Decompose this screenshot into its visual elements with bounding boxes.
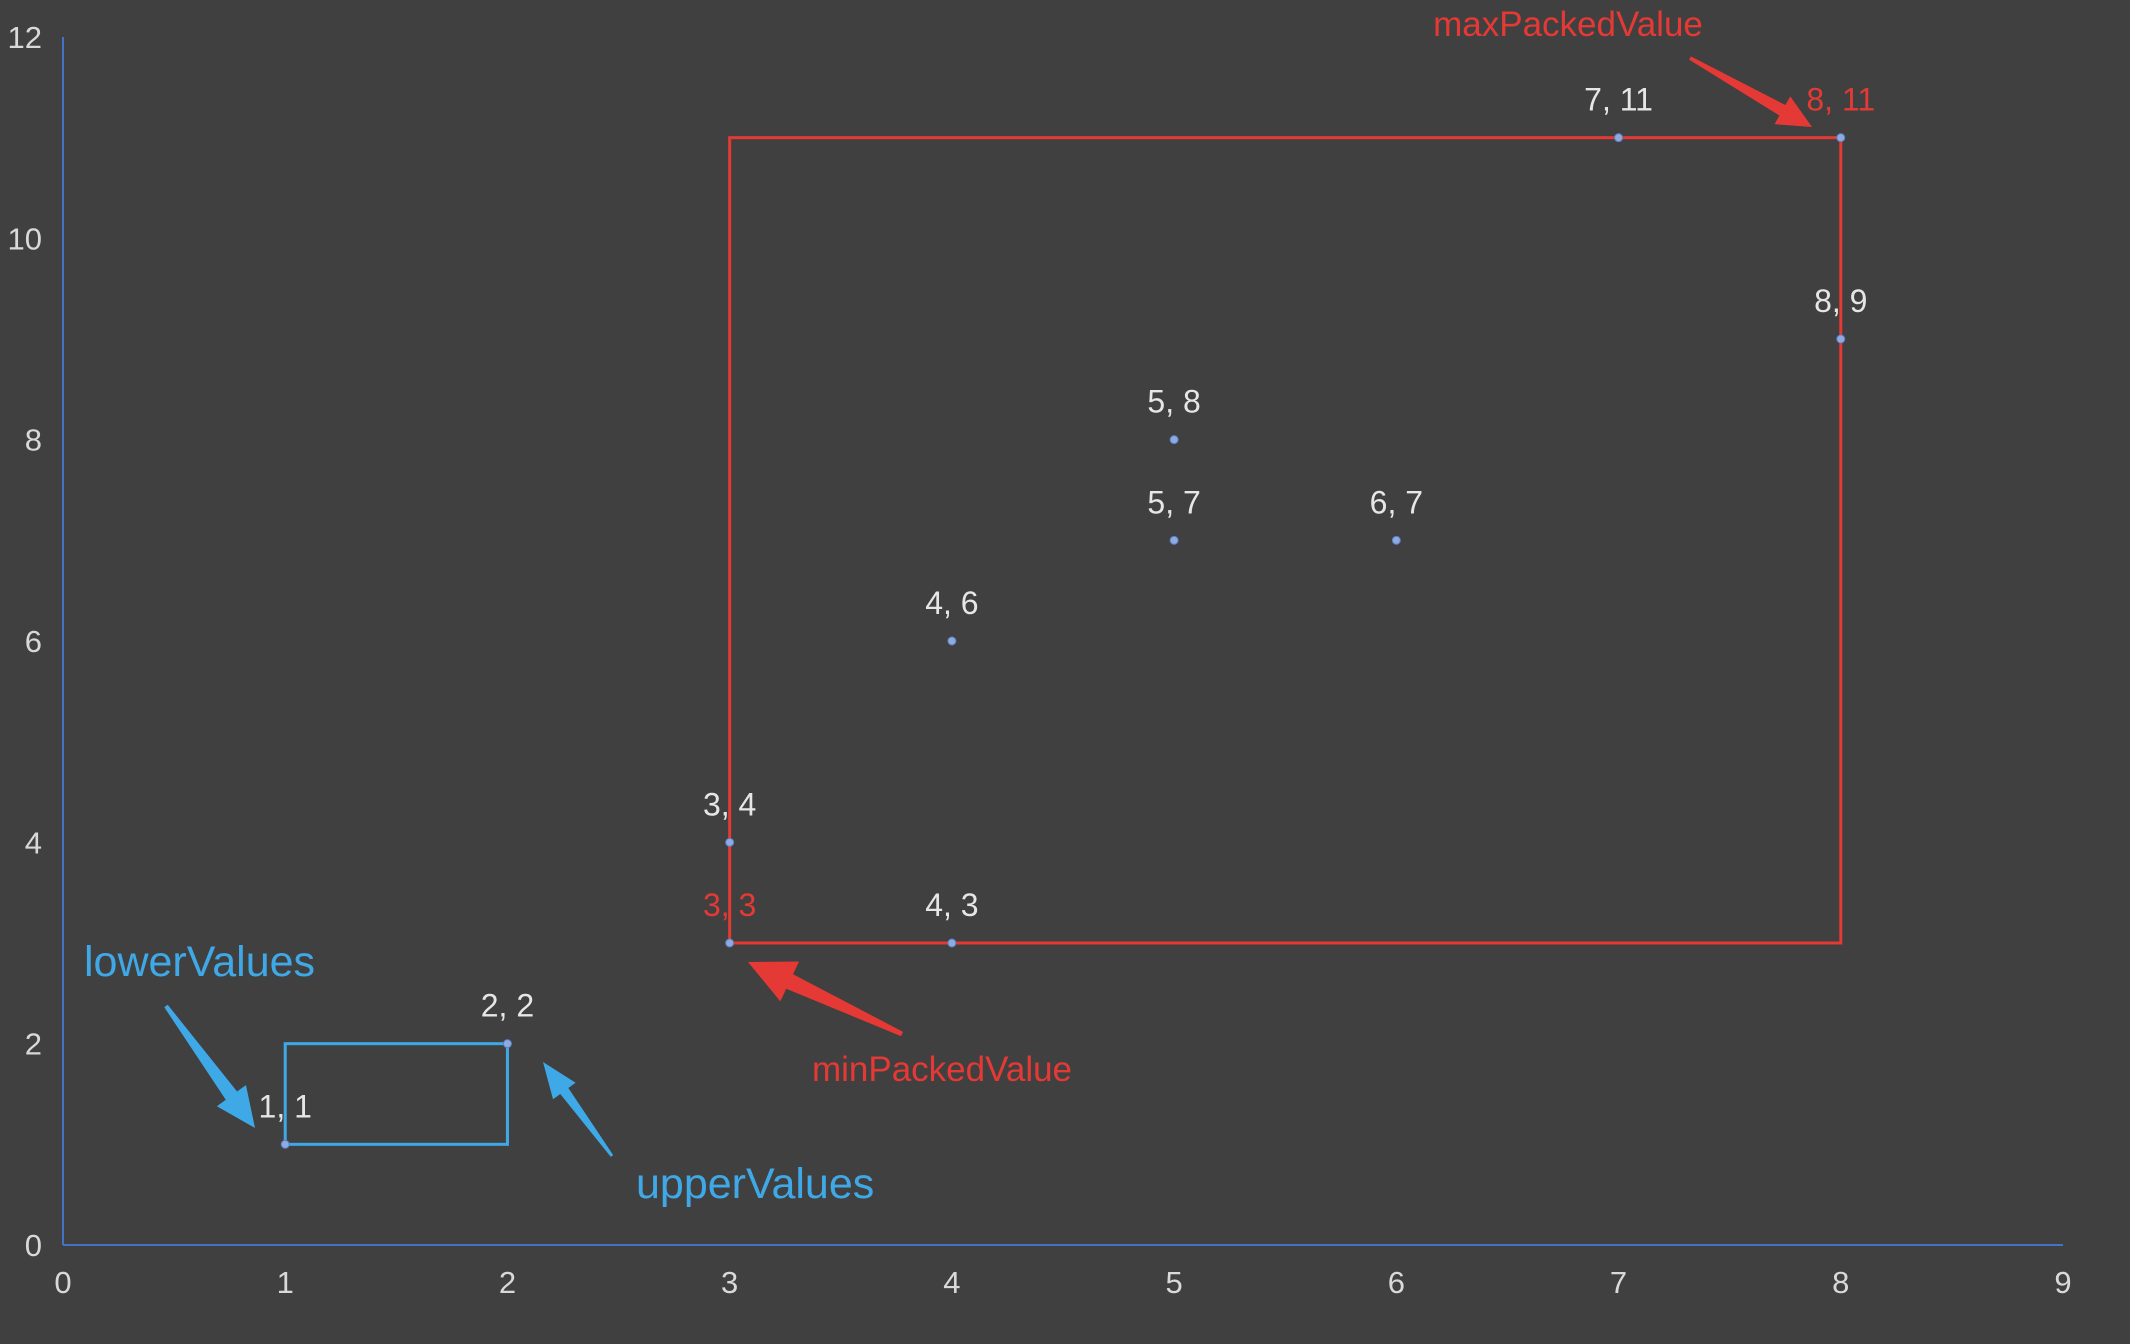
arrow-uppervalues xyxy=(543,1062,614,1157)
y-tick-label: 0 xyxy=(25,1228,42,1263)
point-label: 6, 7 xyxy=(1370,484,1423,520)
data-point xyxy=(1836,133,1846,143)
y-tick-label: 10 xyxy=(8,221,42,256)
data-point xyxy=(947,636,957,646)
point-label: 8, 11 xyxy=(1806,82,1875,118)
annotation-uppervalues: upperValues xyxy=(636,1160,874,1208)
x-tick-label: 0 xyxy=(54,1265,71,1300)
point-label: 2, 2 xyxy=(481,988,534,1024)
data-point xyxy=(725,938,735,948)
annotations: maxPackedValue minPackedValue lowerValue… xyxy=(84,5,1812,1208)
point-labels: 1, 1 2, 2 3, 3 3, 4 4, 3 4, 6 5, 7 5, 8 6, 7 7, 1… xyxy=(259,82,1876,1125)
x-tick-label: 3 xyxy=(721,1265,738,1300)
data-points xyxy=(280,133,1846,1149)
y-tick-label: 2 xyxy=(25,1027,42,1062)
y-tick-labels: 0 2 4 6 8 10 12 xyxy=(8,20,42,1263)
data-point xyxy=(1836,334,1846,344)
data-point xyxy=(1169,435,1179,445)
data-point xyxy=(280,1139,290,1149)
arrow-minpackedvalue xyxy=(748,961,904,1037)
y-tick-label: 6 xyxy=(25,624,42,659)
data-point xyxy=(947,938,957,948)
x-tick-label: 1 xyxy=(277,1265,294,1300)
data-point xyxy=(1169,535,1179,545)
y-tick-label: 12 xyxy=(8,20,42,55)
annotation-maxpackedvalue: maxPackedValue xyxy=(1433,5,1703,44)
x-tick-label: 6 xyxy=(1388,1265,1405,1300)
x-tick-label: 5 xyxy=(1165,1265,1182,1300)
data-point xyxy=(725,837,735,847)
y-tick-label: 4 xyxy=(25,825,42,860)
axes xyxy=(62,37,2063,1246)
packed-box-rect xyxy=(728,136,1843,945)
data-point xyxy=(502,1039,512,1049)
x-tick-label: 4 xyxy=(943,1265,960,1300)
point-label: 8, 9 xyxy=(1814,283,1867,319)
x-tick-label: 8 xyxy=(1832,1265,1849,1300)
arrow-lowervalues xyxy=(164,1004,255,1128)
point-label: 3, 3 xyxy=(703,887,756,923)
point-label: 4, 6 xyxy=(925,585,978,621)
bounding-boxes xyxy=(283,136,1843,1146)
data-point xyxy=(1391,535,1401,545)
point-label: 3, 4 xyxy=(703,786,756,822)
query-box-rect xyxy=(283,1042,509,1146)
point-label: 5, 7 xyxy=(1147,484,1200,520)
annotation-minpackedvalue: minPackedValue xyxy=(812,1050,1072,1089)
arrow-maxpackedvalue xyxy=(1689,56,1812,127)
y-tick-label: 8 xyxy=(25,423,42,458)
x-tick-labels: 0 1 2 3 4 5 6 7 8 9 xyxy=(54,1265,2071,1300)
x-tick-label: 7 xyxy=(1610,1265,1627,1300)
data-point xyxy=(1614,133,1624,143)
x-tick-label: 9 xyxy=(2054,1265,2071,1300)
point-label: 1, 1 xyxy=(259,1088,312,1124)
point-label: 4, 3 xyxy=(925,887,978,923)
x-tick-label: 2 xyxy=(499,1265,516,1300)
point-label: 5, 8 xyxy=(1147,384,1200,420)
point-label: 7, 11 xyxy=(1584,82,1653,118)
annotation-lowervalues: lowerValues xyxy=(84,938,315,986)
